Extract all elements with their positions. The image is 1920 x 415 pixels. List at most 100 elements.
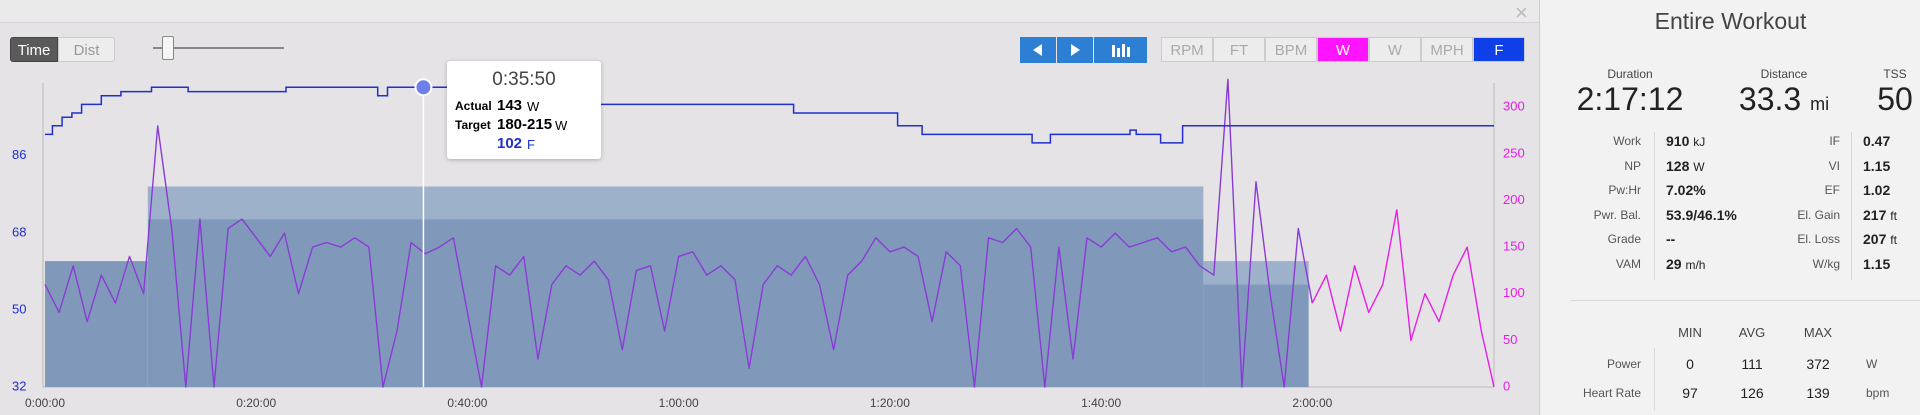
metric-label: NP (1624, 158, 1641, 173)
target-high (1203, 261, 1309, 285)
metric-value: 29 m/h (1666, 256, 1705, 272)
metric-label: El. Loss (1797, 232, 1840, 247)
metric-number: 53.9/46.1% (1666, 206, 1737, 223)
metric-value: -- (1666, 231, 1675, 247)
power-line (44, 78, 1313, 388)
target-low (1203, 284, 1309, 387)
headline: TSS 50 (1815, 67, 1920, 118)
unit-button[interactable]: RPM (1161, 37, 1213, 62)
mode-button[interactable]: Dist (58, 37, 115, 62)
metric-number: 1.15 (1863, 157, 1891, 174)
unit-button[interactable]: FT (1213, 37, 1265, 62)
y-tick-label: 68 (12, 224, 26, 239)
tooltip: 0:35:50 Actual 143 W Target 180-215 W 10… (447, 61, 601, 159)
headline: Distance 33.3 mi (1704, 67, 1864, 118)
y-tick-label: 32 (12, 378, 26, 393)
divider (1654, 132, 1655, 280)
top-bar (0, 0, 1539, 23)
prev-icon (1033, 44, 1042, 56)
headline-label: Distance (1760, 67, 1808, 81)
cursor-marker (414, 78, 433, 97)
x-tick-label: 1:40:00 (1081, 396, 1121, 410)
tooltip-label: Actual (455, 99, 492, 113)
x-tick-label: 2:00:00 (1292, 396, 1332, 410)
tooltip-value: 143 (497, 97, 523, 114)
nav-buttons (1020, 37, 1147, 63)
metric-number: 910 (1666, 133, 1690, 149)
divider (1654, 348, 1655, 410)
close-button[interactable]: × (1515, 0, 1528, 25)
unit-button[interactable]: BPM (1265, 37, 1317, 62)
stats-value: 126 (1740, 385, 1764, 401)
metric-number: 7.02% (1666, 182, 1706, 199)
metric-number: 1.02 (1863, 182, 1891, 199)
metric-label: El. Gain (1797, 207, 1840, 222)
headline-value: 33.3 mi (1704, 81, 1864, 118)
tooltip-value: 102 (497, 135, 523, 152)
y2-tick-label: 300 (1503, 99, 1525, 114)
y2-tick-label: 200 (1503, 192, 1525, 207)
metric-value: 1.15 (1863, 158, 1890, 174)
metric-number: 0.47 (1863, 133, 1891, 149)
chart: 0:00:00 0:20:00 0:40:00 1:00:00 1:20:00 1:40:… (12, 78, 1525, 410)
headline-value: 50 (1815, 81, 1920, 118)
metric-label: Pwr. Bal. (1593, 207, 1641, 222)
unit-button[interactable]: MPH (1421, 37, 1473, 62)
mode-button[interactable]: Time (10, 37, 58, 62)
zoom-slider[interactable] (153, 47, 284, 49)
bars-icon (1112, 44, 1130, 57)
stats-value: 372 (1806, 356, 1830, 372)
metric-value: 217 ft (1863, 207, 1897, 223)
metric-unit: ft (1890, 233, 1897, 248)
stats-header: AVG (1738, 325, 1766, 340)
stats-value: 111 (1741, 356, 1763, 372)
chart-button[interactable] (1094, 37, 1147, 63)
tooltip-unit: F (527, 137, 535, 152)
stats-label: Heart Rate (1582, 386, 1641, 400)
next-icon (1071, 44, 1080, 56)
stats-header: MAX (1803, 325, 1833, 340)
y2-tick-label: 150 (1503, 239, 1525, 254)
metric-value: 1.15 (1863, 256, 1890, 272)
metric-value: 53.9/46.1% (1666, 207, 1737, 223)
stats-header: MIN (1678, 325, 1702, 340)
metric-number: 217 (1863, 206, 1887, 223)
x-tick-label: 0:20:00 (236, 396, 276, 410)
metric-label: VI (1828, 158, 1840, 173)
metric-value: 0.47 (1863, 133, 1890, 149)
tooltip-unit: W (555, 118, 568, 133)
panel-title: Entire Workout (1654, 8, 1807, 34)
stats-value: 139 (1806, 385, 1830, 401)
divider (1570, 300, 1920, 301)
temperature-line (45, 86, 1494, 144)
unit-button[interactable]: W (1369, 37, 1421, 62)
x-tick-label: 0:00:00 (25, 396, 65, 410)
y2-tick-label: 50 (1503, 332, 1517, 347)
tooltip-unit: W (527, 99, 540, 114)
unit-button[interactable]: F (1473, 37, 1525, 62)
summary-panel: Entire Workout Duration 2:17:12 Distance 33.… (1539, 0, 1920, 415)
stats-label: Power (1606, 357, 1641, 371)
chart-panel: 0:00:00 0:20:00 0:40:00 1:00:00 1:20:00 1:40:… (0, 0, 1539, 411)
target-low (147, 219, 1204, 387)
x-tick-label: 1:20:00 (870, 396, 910, 410)
headline-number: 33.3 (1738, 81, 1802, 117)
unit-button[interactable]: W (1317, 37, 1369, 62)
stats-unit: W (1866, 357, 1878, 371)
headline-label: Duration (1607, 67, 1653, 81)
metric-number: 29 (1666, 256, 1682, 272)
headline-number: 2:17:12 (1576, 81, 1684, 117)
slider-handle[interactable] (162, 36, 174, 60)
metric-value: 207 ft (1863, 231, 1897, 247)
metric-value: 7.02% (1666, 182, 1706, 198)
y-tick-label: 86 (12, 147, 26, 162)
divider (1851, 132, 1852, 280)
tooltip-label: Target (455, 118, 491, 132)
metric-number: 207 (1863, 231, 1887, 248)
stats-value: 0 (1686, 356, 1694, 372)
y2-tick-label: 100 (1503, 285, 1525, 300)
metric-value: 128 W (1666, 158, 1705, 174)
tooltip-time: 0:35:50 (492, 69, 556, 90)
stats-unit: bpm (1866, 386, 1890, 400)
